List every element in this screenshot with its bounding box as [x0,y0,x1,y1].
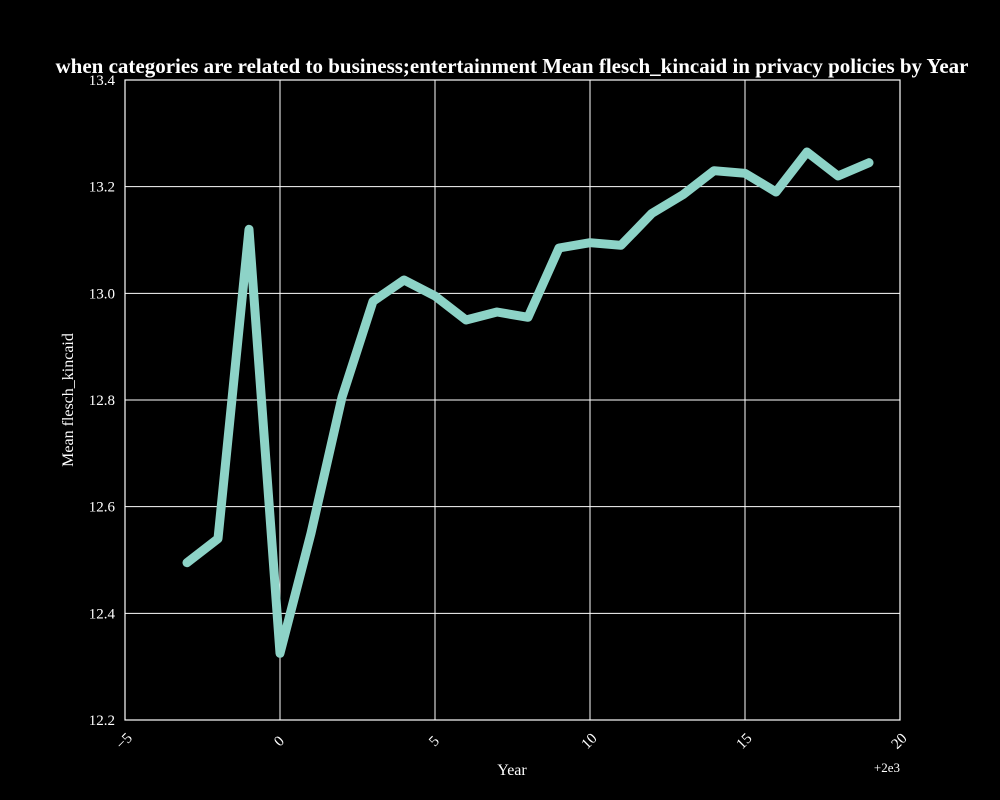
series-layer [182,147,874,658]
grid-lines [124,79,901,721]
y-tick-label: 13.4 [89,73,116,89]
y-tick-label: 13.0 [89,286,115,302]
y-tick-label: 13.2 [89,180,115,196]
x-axis-label: Year [497,762,527,779]
y-tick-label: 12.8 [89,393,115,409]
plot-frame [124,79,901,721]
x-axis-offset-label: +2e3 [874,760,900,775]
y-axis-label: Mean flesch_kincaid [60,333,77,467]
y-axis-ticks: 12.2 12.4 12.6 12.8 13.0 13.2 13.4 [89,73,116,729]
series-line [182,147,874,658]
chart-title: when categories are related to business;… [55,54,968,78]
y-tick-label: 12.6 [89,500,116,516]
y-tick-label: 12.2 [89,713,115,729]
y-tick-label: 12.4 [89,606,116,622]
